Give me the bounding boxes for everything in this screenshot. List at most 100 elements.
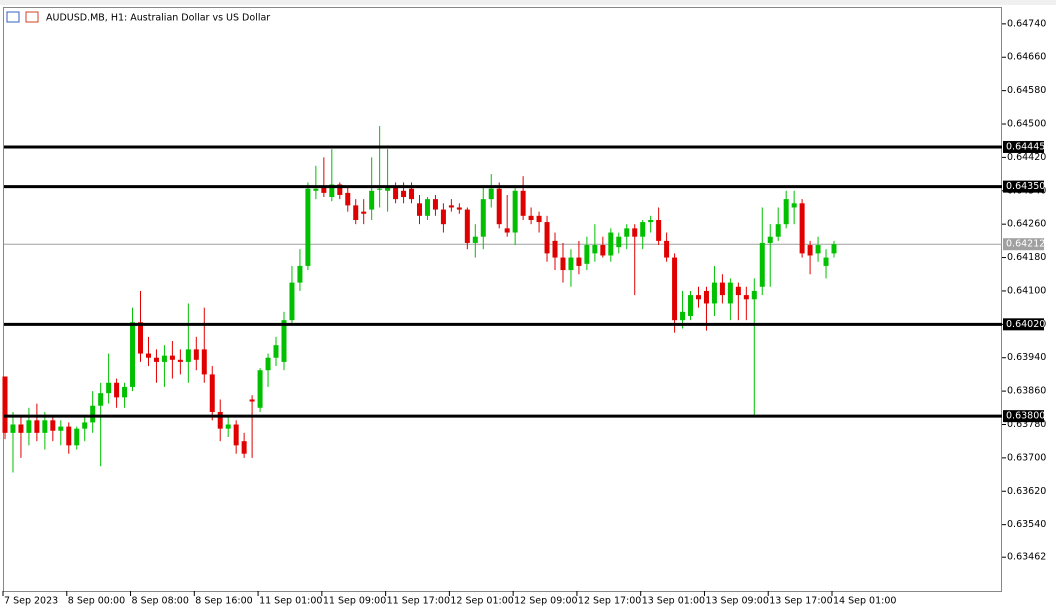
candle-body xyxy=(775,224,781,237)
candle-body xyxy=(329,184,335,198)
candle-body xyxy=(90,405,96,423)
candle-body xyxy=(536,215,542,223)
candle-body xyxy=(584,245,590,264)
candle-body xyxy=(656,220,662,241)
candle-body xyxy=(727,282,733,304)
current-price-label: 0.64212 xyxy=(1006,239,1045,250)
y-tick-label: 0.63700 xyxy=(1007,452,1046,463)
candle-body xyxy=(369,190,375,210)
candle-body xyxy=(417,203,422,216)
candle-body xyxy=(464,209,470,243)
candle-body xyxy=(401,190,407,198)
candle-body xyxy=(711,282,717,304)
candle-body xyxy=(34,420,40,433)
candle-body xyxy=(488,188,494,200)
candle-body xyxy=(632,228,638,237)
candle-body xyxy=(512,190,518,233)
candle-body xyxy=(289,282,295,321)
x-tick-label: 13 Sep 17:00 xyxy=(769,596,832,607)
candle-body xyxy=(751,290,757,300)
y-tick-label: 0.64660 xyxy=(1007,52,1046,63)
candle-body xyxy=(624,228,630,237)
y-tick-label: 0.63540 xyxy=(1007,519,1046,530)
candle-body xyxy=(719,282,725,296)
candle-body xyxy=(528,215,534,220)
x-tick-label: 11 Sep 01:00 xyxy=(259,596,322,607)
candle-body xyxy=(313,188,319,191)
candle-body xyxy=(74,428,80,446)
candle-body xyxy=(249,399,255,402)
candle-body xyxy=(225,424,231,429)
candle-body xyxy=(743,295,749,300)
x-tick-label: 8 Sep 16:00 xyxy=(195,596,252,607)
y-tick-label: 0.63940 xyxy=(1007,352,1046,363)
candle-body xyxy=(385,186,391,191)
candle-body xyxy=(217,411,223,429)
candle-body xyxy=(600,245,606,256)
candle-body xyxy=(98,393,104,406)
candle-body xyxy=(568,257,574,271)
candle-body xyxy=(10,424,16,433)
candle-body xyxy=(799,203,805,254)
candle-body xyxy=(122,386,128,398)
candle-body xyxy=(823,257,829,266)
candle-body xyxy=(377,188,383,190)
candle-body xyxy=(664,240,670,258)
current-price-box xyxy=(1003,238,1044,251)
x-tick-label: 8 Sep 08:00 xyxy=(132,596,189,607)
toolbar-strip xyxy=(0,0,1056,5)
level-label: 0.64350 xyxy=(1006,181,1045,192)
x-tick-label: 11 Sep 17:00 xyxy=(387,596,450,607)
candle-body xyxy=(815,245,821,254)
y-tick-label: 0.63780 xyxy=(1007,419,1046,430)
level-label: 0.64020 xyxy=(1006,319,1045,330)
candle-body xyxy=(640,222,646,237)
y-tick-label: 0.64740 xyxy=(1007,18,1046,29)
candle-body xyxy=(130,322,136,387)
candle-body xyxy=(576,257,582,266)
candle-body xyxy=(703,290,709,304)
candle-body xyxy=(504,228,510,233)
menu-icon[interactable] xyxy=(6,11,20,23)
x-tick-label: 12 Sep 01:00 xyxy=(450,596,513,607)
candle-body xyxy=(193,349,199,360)
y-tick-label: 0.64580 xyxy=(1007,85,1046,96)
candle-body xyxy=(337,184,343,195)
candle-body xyxy=(66,426,72,446)
candle-body xyxy=(448,205,454,208)
plot-frame xyxy=(3,7,1002,592)
chart-icon[interactable] xyxy=(25,11,39,23)
candle-body xyxy=(456,207,462,210)
candle-body xyxy=(552,240,558,258)
candle-body xyxy=(138,322,144,354)
candle-body xyxy=(18,424,24,433)
level-label: 0.63800 xyxy=(1006,411,1045,422)
candle-body xyxy=(353,205,359,220)
candle-body xyxy=(616,236,622,248)
chart-title: AUDUSD.MB, H1: Australian Dollar vs US D… xyxy=(46,13,270,24)
candle-body xyxy=(106,382,112,394)
x-tick-label: 13 Sep 09:00 xyxy=(705,596,768,607)
candle-body xyxy=(672,257,678,321)
candle-body xyxy=(281,320,287,362)
candle-body xyxy=(560,257,566,271)
x-tick-label: 7 Sep 2023 xyxy=(4,596,58,607)
candle-body xyxy=(114,382,120,398)
candle-body xyxy=(273,345,279,358)
candle-body xyxy=(680,311,686,321)
candle-body xyxy=(58,426,64,431)
candle-body xyxy=(153,357,159,362)
candle-body xyxy=(480,199,486,237)
candle-body xyxy=(831,244,837,254)
x-tick-label: 14 Sep 01:00 xyxy=(833,596,896,607)
candle-body xyxy=(520,190,526,216)
x-tick-label: 12 Sep 17:00 xyxy=(578,596,641,607)
candle-body xyxy=(424,199,430,216)
y-tick-label: 0.64420 xyxy=(1007,152,1046,163)
candle-body xyxy=(472,236,478,243)
level-label-box xyxy=(1003,140,1044,153)
level-label-box xyxy=(1003,318,1044,331)
